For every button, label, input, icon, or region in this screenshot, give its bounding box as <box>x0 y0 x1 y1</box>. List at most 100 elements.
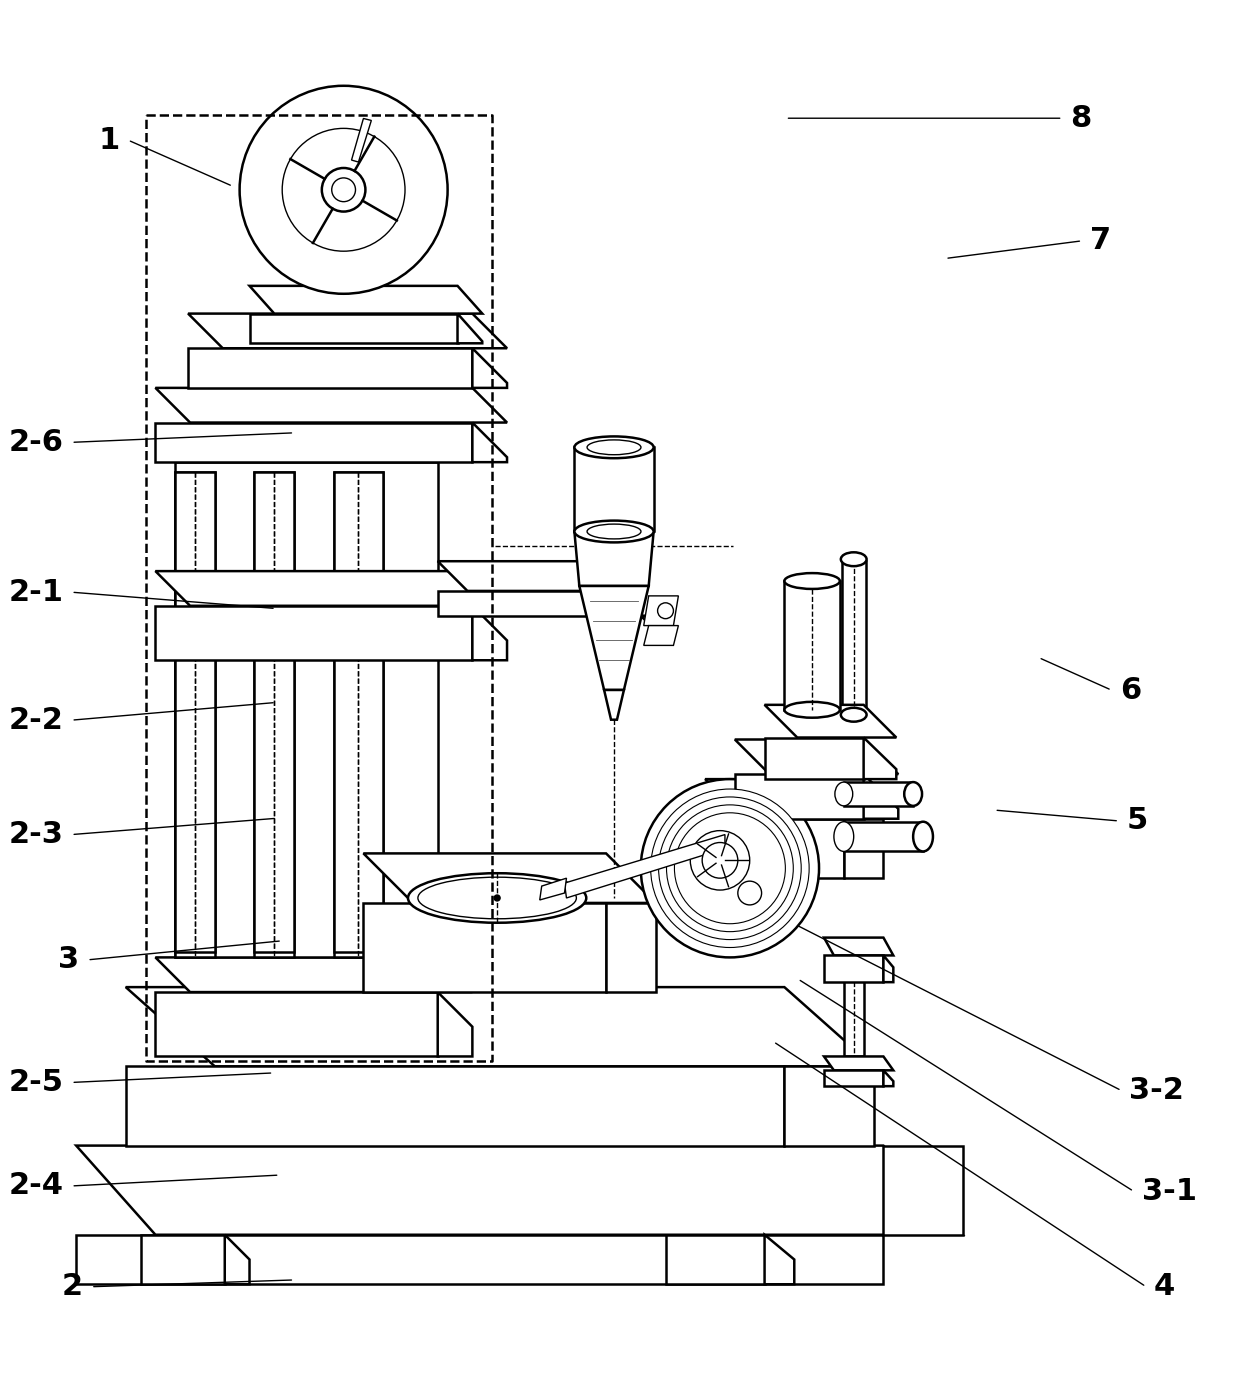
Polygon shape <box>785 582 839 710</box>
Polygon shape <box>843 782 913 806</box>
Polygon shape <box>735 774 863 818</box>
Polygon shape <box>76 1235 883 1284</box>
Polygon shape <box>155 388 507 422</box>
Polygon shape <box>188 314 507 348</box>
Polygon shape <box>765 705 897 737</box>
Text: 8: 8 <box>1070 103 1091 133</box>
Polygon shape <box>175 472 215 953</box>
Text: 4: 4 <box>1154 1272 1176 1301</box>
Polygon shape <box>438 561 646 591</box>
Circle shape <box>738 881 761 905</box>
Polygon shape <box>825 1056 893 1070</box>
Polygon shape <box>825 938 893 956</box>
Polygon shape <box>644 595 678 626</box>
Ellipse shape <box>785 573 839 588</box>
Ellipse shape <box>841 553 867 566</box>
Polygon shape <box>843 818 883 879</box>
Polygon shape <box>224 1235 249 1284</box>
Text: 2-1: 2-1 <box>9 578 63 606</box>
Polygon shape <box>155 571 507 606</box>
Polygon shape <box>765 737 863 780</box>
Polygon shape <box>883 1145 962 1235</box>
Polygon shape <box>249 314 458 344</box>
Text: 2-4: 2-4 <box>9 1172 63 1200</box>
Polygon shape <box>706 818 843 879</box>
Ellipse shape <box>408 873 587 923</box>
Ellipse shape <box>785 701 839 718</box>
Polygon shape <box>155 422 472 462</box>
Polygon shape <box>438 993 472 1056</box>
Text: 5: 5 <box>1127 807 1148 836</box>
Circle shape <box>657 602 673 619</box>
Polygon shape <box>458 314 482 344</box>
Polygon shape <box>785 1067 873 1145</box>
Polygon shape <box>363 903 606 993</box>
Text: 2-5: 2-5 <box>9 1068 63 1097</box>
Circle shape <box>322 168 366 212</box>
Polygon shape <box>472 606 507 660</box>
Polygon shape <box>175 462 438 957</box>
Polygon shape <box>564 835 725 898</box>
Circle shape <box>658 798 801 939</box>
Polygon shape <box>666 1235 765 1284</box>
Polygon shape <box>574 447 653 532</box>
Polygon shape <box>155 606 472 660</box>
Polygon shape <box>843 822 923 851</box>
Text: 2-3: 2-3 <box>9 820 63 850</box>
Ellipse shape <box>418 877 577 918</box>
Ellipse shape <box>587 524 641 539</box>
Ellipse shape <box>913 822 932 851</box>
Polygon shape <box>606 903 656 993</box>
Polygon shape <box>472 348 507 388</box>
Text: 3: 3 <box>58 946 79 975</box>
Circle shape <box>641 780 820 957</box>
Polygon shape <box>579 586 649 690</box>
Text: 6: 6 <box>1120 675 1141 705</box>
Polygon shape <box>863 774 898 818</box>
Polygon shape <box>735 740 898 774</box>
Polygon shape <box>604 690 624 719</box>
Polygon shape <box>254 472 294 957</box>
Circle shape <box>675 813 785 924</box>
Circle shape <box>332 177 356 202</box>
Circle shape <box>691 830 750 890</box>
Ellipse shape <box>841 708 867 722</box>
Polygon shape <box>574 532 653 586</box>
Text: 1: 1 <box>99 125 120 154</box>
Polygon shape <box>140 1235 224 1284</box>
Text: 2-2: 2-2 <box>9 705 63 734</box>
Circle shape <box>651 789 810 947</box>
Polygon shape <box>706 780 883 818</box>
Polygon shape <box>334 472 383 953</box>
Circle shape <box>283 128 405 252</box>
Ellipse shape <box>904 782 923 806</box>
Ellipse shape <box>574 436 653 458</box>
Polygon shape <box>334 472 383 957</box>
Ellipse shape <box>835 782 853 806</box>
Text: 2: 2 <box>62 1272 83 1301</box>
Polygon shape <box>351 118 371 162</box>
Polygon shape <box>125 1067 785 1145</box>
Polygon shape <box>125 987 873 1067</box>
Circle shape <box>667 804 794 932</box>
Polygon shape <box>155 993 438 1056</box>
Polygon shape <box>76 1145 962 1235</box>
Polygon shape <box>472 422 507 462</box>
Circle shape <box>239 85 448 294</box>
Text: 3-2: 3-2 <box>1130 1077 1184 1106</box>
Ellipse shape <box>835 822 853 851</box>
Circle shape <box>702 843 738 879</box>
Polygon shape <box>175 472 215 957</box>
Polygon shape <box>842 561 866 715</box>
Polygon shape <box>825 1070 883 1086</box>
Polygon shape <box>883 1070 893 1086</box>
Polygon shape <box>825 956 883 982</box>
Polygon shape <box>539 879 567 901</box>
Polygon shape <box>155 957 472 993</box>
Text: 3-1: 3-1 <box>1142 1177 1197 1206</box>
Polygon shape <box>188 348 472 388</box>
Polygon shape <box>843 947 863 1056</box>
Polygon shape <box>363 854 656 903</box>
Text: 2-6: 2-6 <box>9 428 63 456</box>
Text: 7: 7 <box>1090 227 1111 256</box>
